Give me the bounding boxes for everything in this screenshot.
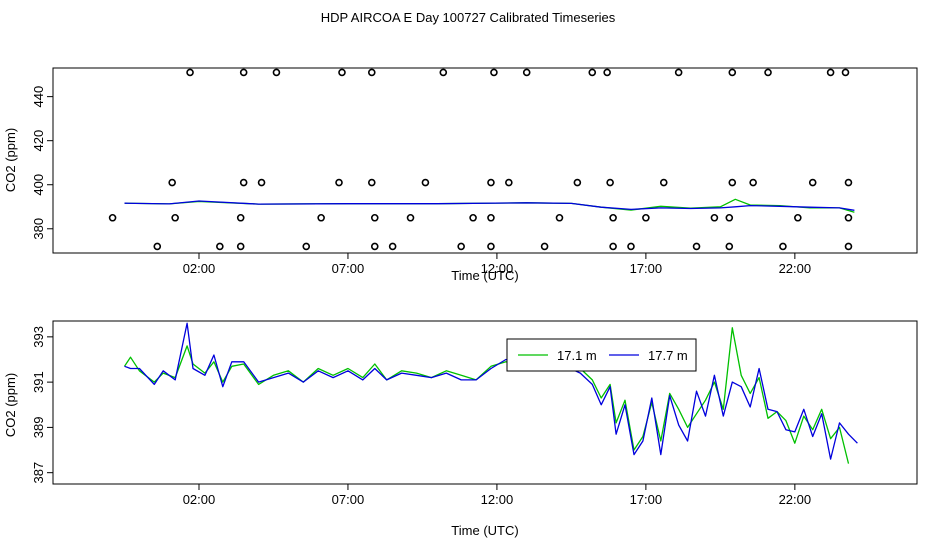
y-tick-label: 420 [31, 130, 46, 152]
calibration-point [642, 213, 650, 222]
y-tick-label: 380 [31, 218, 46, 240]
calibration-point [370, 242, 379, 251]
calibration-point [335, 178, 343, 187]
calibration-point [764, 68, 772, 77]
y-tick-label: 391 [31, 371, 46, 393]
calibration-point [725, 242, 734, 251]
x-axis-label: Time (UTC) [451, 268, 518, 283]
calibration-point [236, 242, 245, 251]
y-axis-label: CO2 (ppm) [3, 373, 18, 437]
x-tick-label: 07:00 [332, 261, 365, 276]
calibration-point [338, 68, 346, 77]
calibration-point [367, 178, 376, 187]
panel-top: Time (UTC) CO2 (ppm) 02:00 07:00 12:00 17:0… [3, 67, 918, 283]
calibration-point [469, 213, 477, 222]
x-tick-label: 07:00 [332, 492, 365, 507]
x-tick-label: 12:00 [481, 492, 514, 507]
calibration-point [490, 68, 498, 77]
calibration-point [794, 213, 802, 222]
calibration-point [257, 178, 266, 187]
y-tick-label: 400 [31, 174, 46, 196]
calibration-point [609, 242, 617, 251]
calibration-point [749, 178, 757, 187]
x-axis-label: Time (UTC) [451, 523, 518, 538]
calibration-point [609, 213, 617, 222]
calibration-point [302, 242, 311, 251]
calibration-point [406, 213, 415, 222]
calibration-point [439, 68, 448, 77]
calibration-point [728, 68, 737, 77]
x-tick-label: 22:00 [779, 261, 812, 276]
calibration-point [555, 213, 564, 222]
plot-frame [52, 67, 918, 254]
calibration-point [367, 68, 376, 77]
calibration-point [540, 242, 549, 251]
calibration-point [844, 242, 853, 251]
calibration-point [153, 242, 162, 251]
calibration-point [588, 68, 597, 77]
plot-frame [52, 320, 918, 485]
calibration-point [388, 242, 397, 251]
series-line-green [123, 327, 850, 464]
legend-label-17-7m: 17.7 m [648, 348, 688, 363]
y-axis-label: CO2 (ppm) [3, 128, 18, 192]
panel-bottom: Time (UTC) CO2 (ppm) 02:00 07:00 12:00 17:0… [3, 320, 918, 538]
calibration-point [779, 242, 787, 251]
y-tick-label: 440 [31, 86, 46, 108]
calibration-point [692, 242, 701, 251]
calibration-point [808, 178, 817, 187]
calibration-point [710, 213, 719, 222]
calibration-point [186, 68, 194, 77]
calibration-point [674, 68, 683, 77]
x-tick-label: 02:00 [183, 492, 216, 507]
y-tick-label: 387 [31, 462, 46, 484]
calibration-point [487, 178, 495, 187]
legend-label-17-1m: 17.1 m [557, 348, 597, 363]
calibration-point [844, 213, 853, 222]
calibration-point [236, 213, 245, 222]
calibration-point [728, 178, 737, 187]
series-line-blue [124, 200, 855, 211]
calibration-point [844, 178, 853, 187]
legend: 17.1 m 17.7 m [506, 338, 697, 372]
calibration-point [659, 178, 668, 187]
x-tick-label: 12:00 [481, 261, 514, 276]
calibration-point [487, 242, 495, 251]
x-tick-label: 17:00 [630, 492, 663, 507]
calibration-point [168, 178, 176, 187]
series-line-blue [124, 322, 858, 460]
calibration-point [239, 178, 248, 187]
calibration-point [573, 178, 582, 187]
calibration-point [239, 68, 248, 77]
calibration-point [826, 68, 835, 77]
calibration-point [457, 242, 465, 251]
calibration-point [370, 213, 379, 222]
calibration-point [522, 68, 531, 77]
calibration-point [108, 213, 117, 222]
calibration-point [603, 68, 611, 77]
calibration-point [421, 178, 430, 187]
y-tick-label: 389 [31, 417, 46, 439]
calibration-point [317, 213, 325, 222]
calibration-point [171, 213, 179, 222]
calibration-point [272, 68, 281, 77]
calibration-point [725, 213, 734, 222]
calibration-point [841, 68, 850, 77]
y-tick-label: 393 [31, 326, 46, 348]
calibration-point [216, 242, 224, 251]
calibration-point [627, 242, 635, 251]
calibration-point [505, 178, 513, 187]
x-tick-label: 02:00 [183, 261, 216, 276]
x-tick-label: 22:00 [779, 492, 812, 507]
calibration-point [606, 178, 614, 187]
x-tick-label: 17:00 [630, 261, 663, 276]
calibration-point [487, 213, 495, 222]
chart-title: HDP AIRCOA E Day 100727 Calibrated Times… [321, 10, 616, 25]
